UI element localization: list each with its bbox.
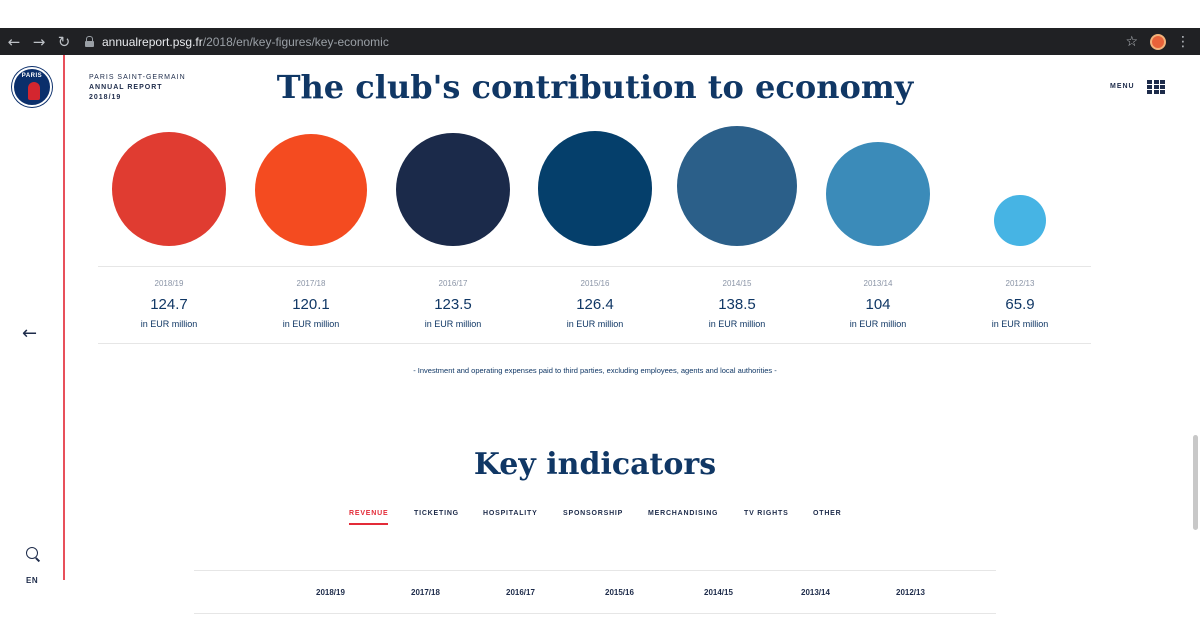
economy-circle — [255, 134, 367, 246]
economy-value-col: 2015/16 126.4 in EUR million — [525, 279, 665, 329]
browser-menu-icon[interactable]: ⋮ — [1176, 33, 1190, 50]
logo-text: PARIS — [21, 73, 43, 79]
tab-tv-rights[interactable]: TV RIGHTS — [744, 510, 789, 517]
economy-value: 65.9 — [1005, 296, 1035, 313]
economy-unit: in EUR million — [424, 319, 482, 329]
economy-value-col: 2013/14 104 in EUR million — [808, 279, 948, 329]
economy-circle — [396, 132, 510, 246]
tab-ticketing[interactable]: TICKETING — [414, 510, 459, 517]
economy-year: 2017/18 — [296, 279, 326, 288]
brand-block[interactable]: PARIS SAINT-GERMAIN ANNUAL REPORT 2018/1… — [89, 73, 186, 103]
economy-unit: in EUR million — [282, 319, 340, 329]
table-header-year: 2013/14 — [801, 588, 830, 597]
economy-value: 124.7 — [150, 296, 188, 313]
tab-hospitality[interactable]: HOSPITALITY — [483, 510, 538, 517]
economy-circle — [677, 126, 797, 246]
table-header-year: 2018/19 — [316, 588, 345, 597]
economy-divider-top — [98, 266, 1091, 267]
brand-season: 2018/19 — [89, 94, 122, 101]
economy-divider-bottom — [98, 343, 1091, 344]
lock-icon — [85, 36, 94, 47]
language-switch[interactable]: EN — [26, 576, 39, 585]
economy-year: 2018/19 — [154, 279, 184, 288]
economy-year: 2016/17 — [438, 279, 468, 288]
economy-unit: in EUR million — [140, 319, 198, 329]
economy-year: 2013/14 — [863, 279, 893, 288]
economy-value: 104 — [865, 296, 891, 313]
page-title: The club's contribution to economy — [276, 68, 914, 106]
brand-report: ANNUAL REPORT — [89, 84, 163, 91]
economy-value-col: 2017/18 120.1 in EUR million — [241, 279, 381, 329]
psg-logo-icon[interactable]: PARIS — [12, 67, 52, 107]
table-header-year: 2016/17 — [506, 588, 535, 597]
sidebar: PARIS ← EN — [0, 55, 65, 585]
bookmark-star-icon[interactable]: ☆ — [1125, 33, 1138, 50]
economy-value-col: 2018/19 124.7 in EUR million — [99, 279, 239, 329]
economy-value-col: 2016/17 123.5 in EUR million — [383, 279, 523, 329]
url-text[interactable]: annualreport.psg.fr/2018/en/key-figures/… — [102, 34, 389, 49]
top-strip — [0, 0, 1200, 28]
browser-toolbar: ← → ↻ annualreport.psg.fr/2018/en/key-fi… — [0, 28, 1200, 55]
reload-icon[interactable]: ↻ — [57, 32, 71, 51]
tab-sponsorship[interactable]: SPONSORSHIP — [563, 510, 624, 517]
tab-other[interactable]: OTHER — [813, 510, 842, 517]
key-indicators-title: Key indicators — [473, 447, 717, 482]
back-nav-icon[interactable]: ← — [7, 32, 21, 51]
table-header-year: 2012/13 — [896, 588, 925, 597]
table-bottom-border — [194, 613, 996, 614]
economy-value: 138.5 — [718, 296, 756, 313]
economy-unit: in EUR million — [991, 319, 1049, 329]
tab-revenue[interactable]: REVENUE — [349, 510, 389, 525]
economy-value: 123.5 — [434, 296, 472, 313]
economy-circles — [0, 55, 1200, 255]
economy-unit: in EUR million — [708, 319, 766, 329]
table-header-year: 2015/16 — [605, 588, 634, 597]
table-top-border — [194, 570, 996, 571]
economy-circle — [994, 194, 1046, 246]
table-header-year: 2014/15 — [704, 588, 733, 597]
economy-unit: in EUR million — [566, 319, 624, 329]
eiffel-tower-icon — [28, 82, 40, 100]
address-bar[interactable]: annualreport.psg.fr/2018/en/key-figures/… — [85, 32, 1125, 52]
page: PARIS ← EN PARIS SAINT-GERMAIN ANNUAL RE… — [0, 55, 1200, 643]
indicator-tabs: REVENUE TICKETING HOSPITALITY SPONSORSHIP ME… — [0, 510, 1200, 530]
economy-circle — [537, 131, 653, 246]
economy-year: 2014/15 — [722, 279, 752, 288]
economy-value: 120.1 — [292, 296, 330, 313]
brand-name: PARIS SAINT-GERMAIN — [89, 74, 186, 81]
table-header-year: 2017/18 — [411, 588, 440, 597]
economy-circle — [112, 132, 226, 246]
economy-value-col: 2012/13 65.9 in EUR million — [950, 279, 1090, 329]
economy-year: 2012/13 — [1005, 279, 1035, 288]
scrollbar-thumb[interactable] — [1193, 435, 1198, 530]
forward-nav-icon[interactable]: → — [32, 32, 46, 51]
tab-merchandising[interactable]: MERCHANDISING — [648, 510, 719, 517]
economy-circle — [826, 142, 930, 246]
back-arrow-icon[interactable]: ← — [22, 323, 38, 344]
economy-value-col: 2014/15 138.5 in EUR million — [667, 279, 807, 329]
extension-icon[interactable] — [1150, 33, 1166, 50]
menu-grid-icon[interactable] — [1147, 80, 1165, 94]
economy-value: 126.4 — [576, 296, 614, 313]
economy-unit: in EUR million — [849, 319, 907, 329]
menu-label[interactable]: MENU — [1110, 83, 1135, 90]
search-icon[interactable] — [26, 547, 38, 559]
economy-note: - Investment and operating expenses paid… — [413, 366, 777, 375]
economy-year: 2015/16 — [580, 279, 610, 288]
